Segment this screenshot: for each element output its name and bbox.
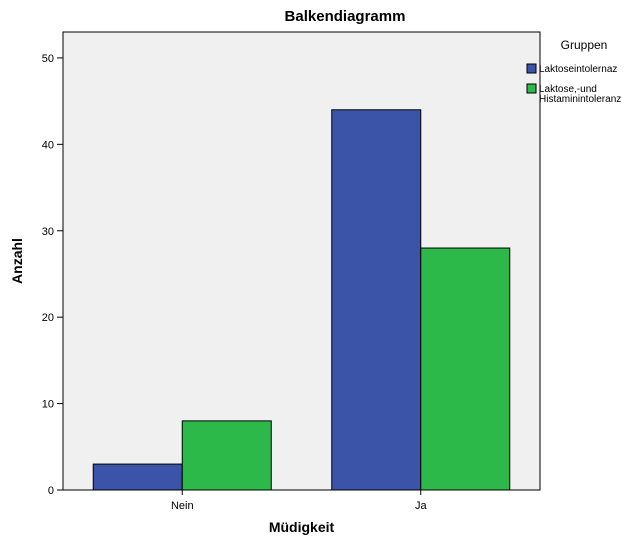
y-tick-label: 50: [42, 53, 54, 65]
legend: Gruppen Laktoseintolernaz Laktose,-undHist…: [526, 38, 621, 105]
y-axis: 0 10 20 30 40 50: [42, 53, 63, 497]
bars-group: [92, 109, 511, 491]
legend-label: Histaminintoleranz: [539, 94, 621, 105]
y-tick-label: 20: [42, 312, 54, 324]
y-tick-label: 30: [42, 226, 54, 238]
legend-swatch: [526, 83, 537, 94]
legend-title: Gruppen: [561, 38, 608, 52]
y-tick-label: 10: [42, 399, 54, 411]
y-axis-label: Anzahl: [9, 238, 25, 284]
bar-series-1-nein: [92, 463, 183, 491]
y-tick-label: 0: [48, 485, 54, 497]
legend-label: Laktose,-und: [539, 84, 597, 95]
x-axis-label: Müdigkeit: [269, 519, 335, 535]
legend-label: Laktoseintolernaz: [539, 64, 617, 75]
bar-series-2-nein: [181, 420, 272, 491]
y-tick-label: 40: [42, 139, 54, 151]
bar-series-2-ja: [420, 247, 511, 491]
x-axis: Nein Ja: [171, 490, 428, 512]
legend-swatch: [526, 63, 537, 74]
chart-title: Balkendiagramm: [285, 8, 406, 25]
x-tick-label: Ja: [415, 500, 428, 512]
bar-series-1-ja: [331, 109, 422, 491]
x-tick-label: Nein: [171, 500, 194, 512]
